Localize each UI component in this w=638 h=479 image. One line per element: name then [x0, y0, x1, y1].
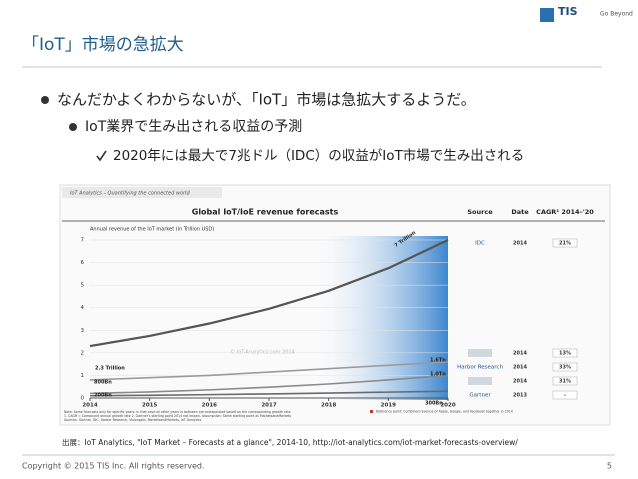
y-tick-label: 0	[81, 396, 85, 402]
table-cell: 33%	[559, 365, 571, 371]
reference-note: Reference point: Combined revenue of App…	[376, 410, 513, 414]
source: 出展：IoT Analytics, "IoT Market – Forecast…	[62, 437, 518, 447]
copyright: Copyright © 2015 TIS Inc. All rights res…	[22, 462, 205, 471]
bullet-text: IoT業界で生み出される収益の予測	[85, 119, 302, 135]
series-line	[89, 390, 449, 397]
table-cell: 2013	[513, 393, 527, 399]
page-number: 5	[607, 462, 612, 471]
note: Sources: Gartner, IDC, Harbor Research, …	[64, 418, 202, 422]
x-tick-label: 2019	[381, 403, 396, 409]
cagr-box	[552, 362, 578, 372]
cagr-box	[552, 376, 578, 386]
table-cell: 2014	[513, 351, 527, 357]
note: 1. CAGR = Compound annual growth rate 2.…	[64, 414, 291, 418]
table-header: CAGR¹ 2014–'20	[536, 208, 594, 216]
table-cell: 31%	[559, 379, 571, 385]
brand: IoT Analytics – Quantifying the connecte…	[70, 191, 190, 197]
bullet-text: 2020年には最大で7兆ドル（IDC）の収益がIoT市場で生み出される	[113, 147, 524, 164]
annotation: 2.3 Trillion	[95, 366, 125, 372]
table-cell: -	[564, 393, 566, 399]
y-tick-label: 2	[81, 350, 85, 356]
series-line	[89, 239, 449, 348]
table-cell: Harbor Research	[457, 365, 503, 371]
y-axis-label: Annual revenue of the IoT market (in Tri…	[90, 227, 214, 233]
bullet-marker	[69, 123, 77, 131]
series-line	[89, 361, 449, 381]
series-line	[89, 374, 449, 395]
logo-placeholder	[468, 349, 492, 357]
x-tick-label: 2020	[440, 403, 455, 409]
reference-mark	[370, 410, 373, 413]
check-marker	[96, 150, 107, 162]
y-tick-label: 6	[81, 260, 85, 266]
table-cell: Gartner	[469, 393, 491, 399]
y-tick-label: 4	[81, 305, 85, 311]
annotation: 800Bn	[94, 380, 112, 386]
y-tick-label: 5	[81, 283, 85, 289]
x-tick-label: 2014	[82, 403, 97, 409]
logo: TIS	[558, 5, 578, 18]
cagr-box	[552, 348, 578, 358]
table-cell: 2014	[513, 241, 527, 247]
logo-placeholder	[468, 377, 492, 385]
bullet-text: なんだかよくわからないが、「IoT」市場は急拡大するようだ。	[57, 91, 476, 109]
x-tick-label: 2016	[202, 403, 217, 409]
annotation: 300Bn	[425, 401, 443, 407]
bullet-marker	[41, 96, 49, 104]
table-cell: 21%	[559, 241, 571, 247]
annotation: 1.6Tn	[430, 358, 446, 364]
highlight-band	[322, 236, 448, 400]
table-cell: 2014	[513, 379, 527, 385]
table-header: Date	[511, 208, 529, 216]
cagr-box	[552, 238, 578, 248]
cagr-box	[552, 390, 578, 400]
note: Note: Some forecasts only for specific y…	[64, 410, 291, 414]
x-tick-label: 2018	[321, 403, 336, 409]
logo-mark	[540, 8, 554, 22]
chart-title: Global IoT/IoE revenue forecasts	[192, 208, 339, 217]
slide-title: 「IoT」市場の急拡大	[22, 35, 184, 55]
brand-bar	[62, 187, 222, 198]
y-tick-label: 7	[81, 238, 85, 244]
annotation: 1.0Tn	[430, 372, 446, 378]
table-cell: 2014	[513, 365, 527, 371]
logo-tagline: Go Beyond	[600, 11, 633, 18]
annotation: 200Bn	[94, 393, 112, 399]
table-cell: IDC	[475, 241, 485, 247]
x-tick-label: 2017	[261, 403, 276, 409]
y-tick-label: 3	[81, 328, 85, 334]
x-tick-label: 2015	[142, 403, 157, 409]
table-cell: 13%	[559, 351, 571, 357]
watermark: © IoT-Analytics.com 2014	[230, 349, 295, 356]
table-header: Source	[467, 208, 493, 216]
y-tick-label: 1	[81, 373, 85, 379]
